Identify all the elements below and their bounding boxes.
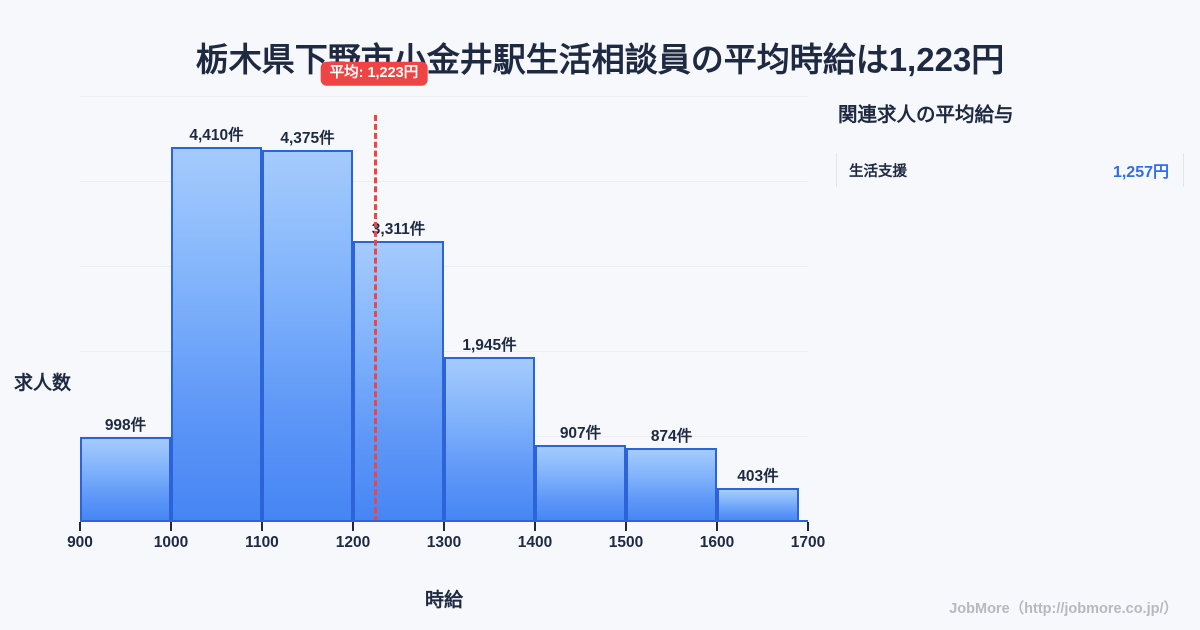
x-tick-mark (261, 522, 263, 531)
bar-value-label: 4,410件 (189, 127, 244, 145)
bar-value-label: 403件 (737, 467, 779, 485)
bar-value-label: 874件 (650, 427, 693, 445)
histogram-bar[interactable]: 874件 (626, 428, 717, 522)
watermark-footer: JobMore（http://jobmore.co.jp/） (949, 601, 1178, 617)
y-axis-title: 求人数 (14, 373, 72, 394)
gridline (80, 351, 808, 352)
histogram-bar[interactable]: 1,945件 (444, 337, 535, 522)
x-tick-label: 900 (67, 534, 93, 551)
x-tick-mark (352, 522, 354, 531)
histogram-bar[interactable]: 907件 (535, 425, 626, 522)
related-salary-table: 生活支援 1,257円 (836, 153, 1184, 187)
x-tick-mark (625, 522, 627, 531)
x-tick-mark (807, 522, 809, 531)
x-tick-mark (443, 522, 445, 531)
gridline (80, 181, 808, 182)
salary-row-value: 1,257円 (1112, 164, 1169, 181)
x-axis-line (80, 520, 808, 522)
salary-row-name: 生活支援 (849, 163, 907, 180)
plot-area: 998件 4,410件 4,375件 3,311件 1,945件 907件 874件 403件… (67, 61, 825, 551)
bar-value-label: 3,311件 (371, 220, 426, 238)
average-line (373, 115, 377, 522)
bar-value-label: 4,375件 (280, 130, 335, 148)
bar-value-label: 998件 (104, 417, 147, 435)
x-tick-mark (170, 522, 172, 531)
x-axis-title: 時給 (424, 590, 463, 611)
histogram-bar[interactable]: 4,375件 (262, 130, 353, 522)
x-tick-label: 1400 (517, 534, 553, 551)
x-tick-label: 1300 (426, 534, 462, 551)
histogram-bar[interactable]: 3,311件 (353, 221, 444, 522)
histogram-bar[interactable]: 998件 (80, 417, 171, 522)
page-title: 栃木県下野市小金井駅生活相談員の平均時給は1,223円 (195, 41, 1005, 78)
related-salary-heading: 関連求人の平均給与 (838, 104, 1014, 126)
x-tick-label: 1600 (699, 534, 735, 551)
average-badge: 平均: 1,223円 (320, 61, 428, 86)
x-tick-label: 1000 (153, 534, 189, 551)
x-tick-label: 1700 (790, 534, 826, 551)
salary-row[interactable]: 生活支援 1,257円 (836, 153, 1184, 187)
x-tick-mark (716, 522, 718, 531)
gridline (80, 266, 808, 267)
x-tick-mark (79, 522, 81, 531)
related-salary-panel: 関連求人の平均給与 生活支援 1,257円 (836, 98, 1184, 187)
histogram-bar[interactable]: 403件 (717, 468, 799, 522)
chart-container: 求人数 時給 998件 4,410件 4,375件 3,311件 1,945件 907件 8… (0, 61, 840, 611)
histogram-bar[interactable]: 4,410件 (171, 127, 262, 522)
gridline (80, 96, 808, 97)
x-tick-mark (534, 522, 536, 531)
x-tick-label: 1200 (335, 534, 371, 551)
bar-value-label: 907件 (559, 424, 602, 442)
x-tick-label: 1500 (608, 534, 644, 551)
bar-value-label: 1,945件 (462, 336, 517, 354)
x-tick-label: 1100 (245, 534, 279, 551)
